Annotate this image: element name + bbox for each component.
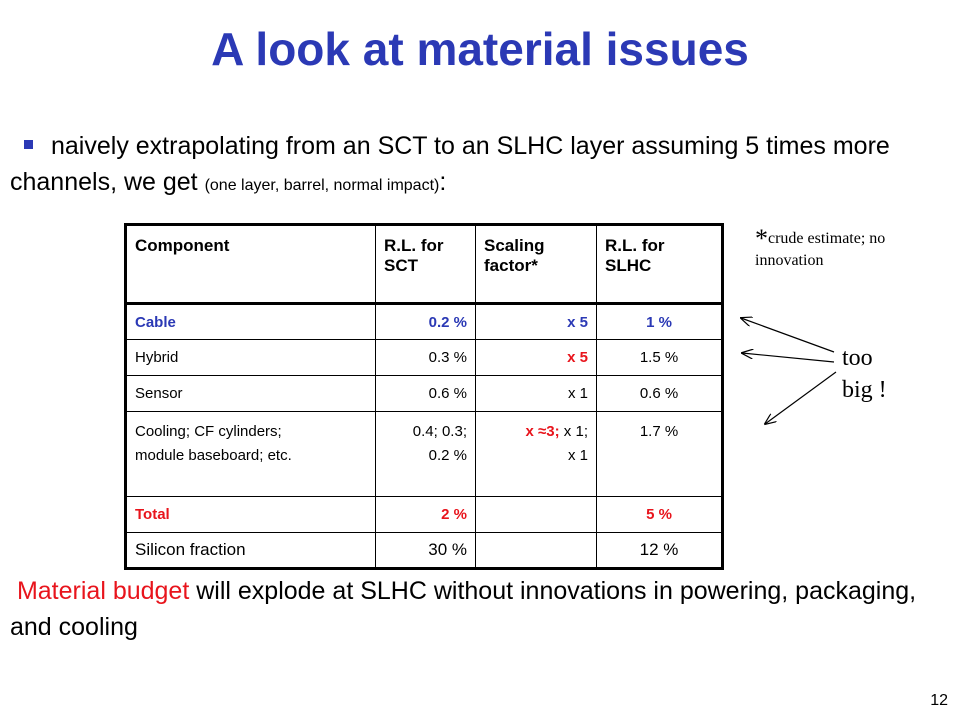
cell-rl-slhc: 12 % <box>596 532 723 569</box>
cell-scaling <box>475 532 597 569</box>
too-big-callout: too big ! <box>842 342 952 406</box>
header-rl-slhc: R.L. for SLHC <box>596 224 723 305</box>
cell-line: Cooling; CF cylinders; <box>135 423 282 440</box>
bullet-main: naively extrapolating from an SCT to an … <box>10 132 890 196</box>
header-rl-sct: R.L. for SCT <box>375 224 476 305</box>
cell-component: Silicon fraction <box>125 532 376 569</box>
scaling-footnote: *crude estimate; no innovation <box>755 226 955 272</box>
header-scaling: Scaling factor* <box>475 224 597 305</box>
conclusion-rest: will explode at SLHC without innovations… <box>10 577 917 641</box>
cell-line: module baseboard; etc. <box>135 447 292 464</box>
cell-rl-sct: 0.6 % <box>375 375 476 412</box>
bullet-parenthetical: (one layer, barrel, normal impact) <box>204 177 440 194</box>
page-number: 12 <box>930 692 948 709</box>
cell-line: 0.2 % <box>428 447 467 464</box>
cell-line: x 1 <box>567 447 588 464</box>
cell-scaling: x ≈3; x 1; x 1 <box>475 411 597 497</box>
arrow-to-cooling <box>765 371 837 424</box>
cell-rl-slhc: 1.7 % <box>596 411 723 497</box>
cell-scaling: x 5 <box>475 303 597 340</box>
bullet-colon: : <box>439 168 447 196</box>
cell-line: 0.4; 0.3; <box>412 423 467 440</box>
table-row: Sensor 0.6 % x 1 0.6 % <box>125 375 723 412</box>
table-row: Hybrid 0.3 % x 5 1.5 % <box>125 339 723 376</box>
cell-component: Cooling; CF cylinders; module baseboard; … <box>125 411 376 497</box>
bullet-text: naively extrapolating from an SCT to an … <box>10 128 950 204</box>
callout-line: too <box>842 345 873 371</box>
slide-title: A look at material issues <box>211 23 749 75</box>
conclusion-text: Material budget will explode at SLHC wit… <box>10 573 940 645</box>
table-row: Silicon fraction 30 % 12 % <box>125 532 723 569</box>
arrow-to-hybrid <box>742 353 835 363</box>
cell-scaling <box>475 496 597 533</box>
footnote-text: crude estimate; no innovation <box>755 230 886 269</box>
footnote-star: * <box>755 224 768 253</box>
table-row: Cable 0.2 % x 5 1 % <box>125 303 723 340</box>
table-row: Cooling; CF cylinders; module baseboard; … <box>125 411 723 497</box>
table-header-row: Component R.L. for SCT Scaling factor* R… <box>125 224 723 305</box>
cell-scaling: x 5 <box>475 339 597 376</box>
cell-line: x 1; <box>559 423 588 440</box>
cell-rl-slhc: 1.5 % <box>596 339 723 376</box>
cell-rl-sct: 0.2 % <box>375 303 476 340</box>
cell-component: Cable <box>125 303 376 340</box>
material-table: Component R.L. for SCT Scaling factor* R… <box>124 223 724 570</box>
cell-rl-sct: 2 % <box>375 496 476 533</box>
arrow-to-cable <box>741 318 835 353</box>
cell-rl-sct: 0.4; 0.3; 0.2 % <box>375 411 476 497</box>
square-bullet-icon <box>24 140 33 150</box>
cell-line: x ≈3; <box>525 423 560 440</box>
callout-line: big ! <box>842 377 887 403</box>
conclusion-highlight: Material budget <box>16 577 190 605</box>
header-component: Component <box>125 224 376 305</box>
cell-scaling: x 1 <box>475 375 597 412</box>
cell-rl-sct: 30 % <box>375 532 476 569</box>
cell-component: Hybrid <box>125 339 376 376</box>
